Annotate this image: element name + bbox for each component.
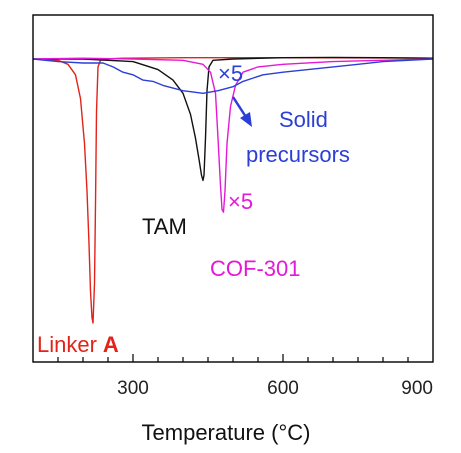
solid-precursors-scale-label: ×5 bbox=[218, 61, 243, 86]
solid-precursors-arrow bbox=[231, 96, 252, 127]
x-tick-label-900: 900 bbox=[401, 378, 433, 399]
precursors-label: precursors bbox=[246, 142, 350, 167]
cof-301-label: COF-301 bbox=[210, 256, 300, 281]
linker-a-letter: A bbox=[103, 332, 119, 357]
linker-a-label: Linker bbox=[37, 332, 97, 357]
cof-301-scale-label: ×5 bbox=[228, 189, 253, 214]
tam-label: TAM bbox=[142, 214, 187, 239]
x-tick-labels: 300 600 900 bbox=[117, 378, 433, 399]
series-line-solid-precursors bbox=[32, 58, 434, 95]
series-line-cof-301 bbox=[32, 57, 434, 213]
linker-a-annotation: Linker A bbox=[37, 332, 119, 357]
series-line-tam bbox=[33, 56, 434, 182]
x-ticks bbox=[57, 354, 409, 362]
x-tick-label-600: 600 bbox=[267, 378, 299, 399]
x-tick-label-300: 300 bbox=[117, 378, 149, 399]
series-layer bbox=[32, 56, 434, 324]
series-line-linker-a bbox=[32, 57, 434, 324]
solid-label: Solid bbox=[279, 107, 328, 132]
x-axis-title: Temperature (°C) bbox=[142, 420, 311, 445]
